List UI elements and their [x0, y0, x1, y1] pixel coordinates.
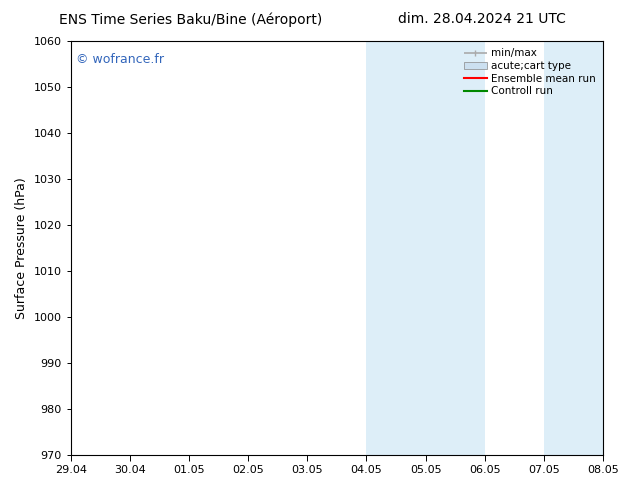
Text: © wofrance.fr: © wofrance.fr — [76, 53, 164, 67]
Y-axis label: Surface Pressure (hPa): Surface Pressure (hPa) — [15, 177, 28, 318]
Legend: min/max, acute;cart type, Ensemble mean run, Controll run: min/max, acute;cart type, Ensemble mean … — [462, 46, 598, 98]
Bar — [544, 41, 633, 455]
Text: ENS Time Series Baku/Bine (Aéroport): ENS Time Series Baku/Bine (Aéroport) — [58, 12, 322, 27]
Bar — [366, 41, 485, 455]
Text: dim. 28.04.2024 21 UTC: dim. 28.04.2024 21 UTC — [398, 12, 566, 26]
